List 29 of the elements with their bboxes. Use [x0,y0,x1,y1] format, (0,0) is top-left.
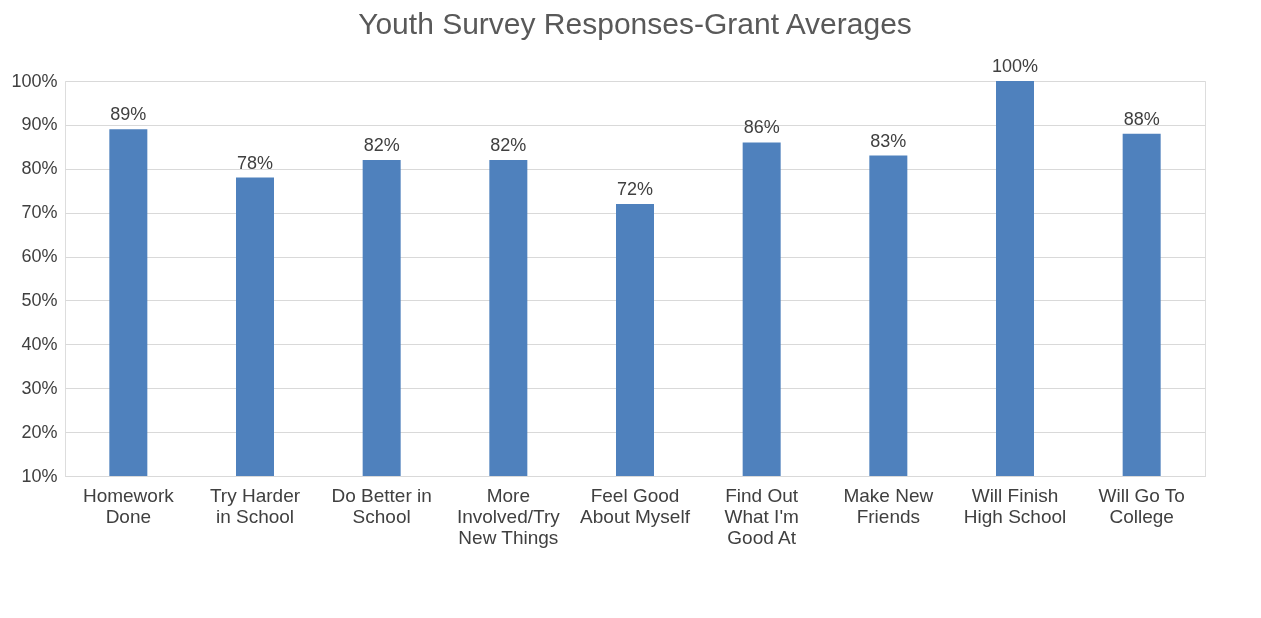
y-tick-label: 80% [21,158,58,179]
y-tick-label: 60% [21,246,58,267]
y-tick-label: 100% [11,70,58,91]
y-tick-label: 30% [21,377,58,398]
y-tick-label: 90% [21,114,58,135]
x-tick-label: Will Finish High School [963,484,1067,527]
y-tick-label: 40% [21,333,58,354]
chart-title: Youth Survey Responses-Grant Averages [358,7,912,40]
y-tick-label: 10% [21,465,58,486]
data-label: 86% [743,117,780,138]
data-label: 83% [870,130,907,151]
x-tick-label: Try Harder in School [209,484,301,527]
data-label: 78% [236,152,274,173]
x-tick-label: More Involved/Try New Things [456,484,561,548]
data-label: 88% [1123,108,1160,129]
data-label: 89% [110,104,147,125]
y-tick-label: 50% [21,289,58,310]
x-tick-label: Feel Good About Myself [580,484,691,527]
x-tick-label: Homework Done [82,484,175,527]
x-tick-label: Do Better in School [331,484,432,527]
data-label: 82% [490,135,527,155]
y-tick-label: 70% [21,202,58,223]
x-tick-label: Make New Friends [843,484,934,527]
y-tick-label: 20% [21,421,58,442]
data-label: 100% [991,56,1039,76]
data-label: 82% [363,135,400,155]
x-tick-label: Find Out What I'm Good At [724,484,799,548]
data-label: 72% [616,178,654,199]
x-tick-label: Will Go To College [1098,484,1185,527]
